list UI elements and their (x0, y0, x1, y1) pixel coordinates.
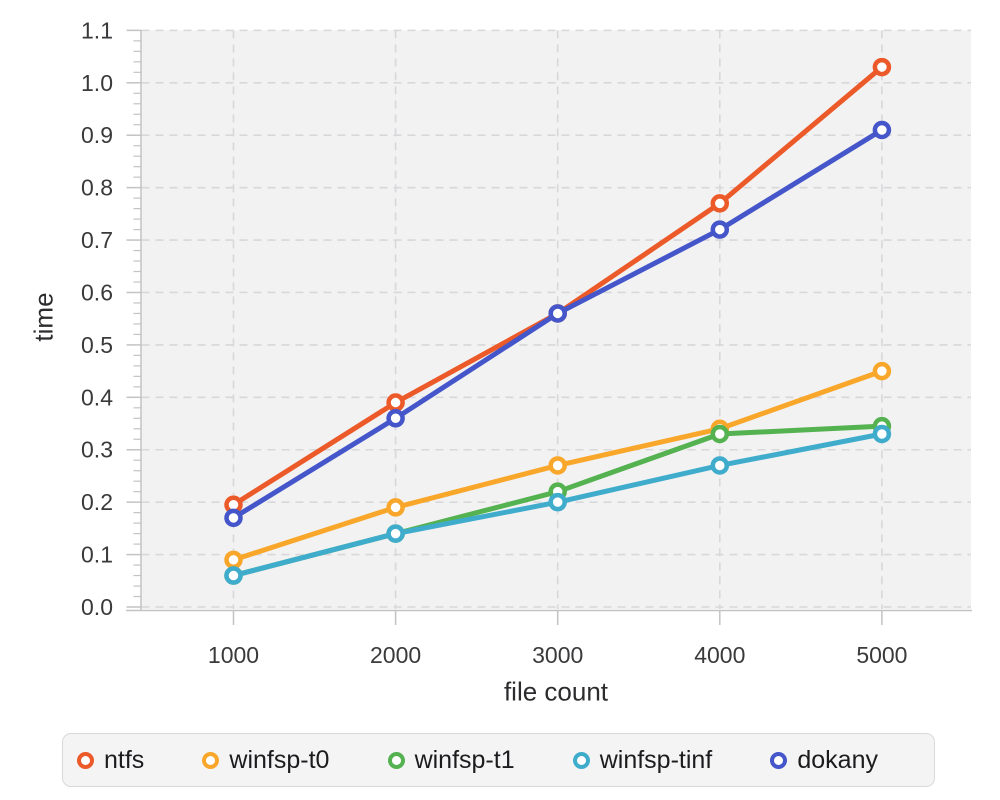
legend-marker-icon-winfsp-t0 (202, 751, 220, 769)
legend-marker-icon-winfsp-tinf (572, 751, 590, 769)
legend-marker-icon-winfsp-t1 (387, 751, 405, 769)
data-point-winfsp-t0-5000 (872, 361, 892, 381)
y-tick-label: 0.8 (81, 175, 113, 201)
data-point-winfsp-t0-2000 (386, 498, 405, 517)
x-tick-label: 2000 (370, 642, 421, 668)
legend-item-ntfs: ntfs (77, 745, 145, 774)
y-tick-label: 0.4 (81, 384, 113, 410)
line-chart-canvas: 0.0 0.1 0.2 0.3 0.4 0.5 0.6 0.7 0.8 0.9 1.0 1.1 1000… (81, 17, 972, 668)
x-tick-label: 5000 (856, 642, 907, 668)
data-point-dokany-1000 (224, 508, 243, 528)
chart-legend: ntfs winfsp-t0 winfsp-t1 winfsp-tinf dokany (62, 733, 935, 787)
y-tick-label: 0.0 (81, 594, 113, 620)
data-point-dokany-2000 (386, 409, 405, 428)
y-tick-label: 0.5 (81, 332, 113, 358)
data-point-winfsp-t0-1000 (224, 550, 243, 570)
legend-label-winfsp-tinf: winfsp-tinf (599, 745, 713, 774)
data-point-winfsp-tinf-2000 (386, 524, 405, 543)
legend-label-winfsp-t0: winfsp-t0 (229, 745, 330, 774)
legend-marker-icon-ntfs (77, 751, 94, 769)
y-axis-title: time (28, 292, 59, 342)
legend-item-winfsp-t0: winfsp-t0 (202, 745, 330, 774)
legend-item-winfsp-t1: winfsp-t1 (387, 745, 515, 774)
x-tick-label: 1000 (208, 642, 259, 668)
x-tick-label: 3000 (532, 642, 583, 668)
data-point-winfsp-t1-4000 (710, 424, 730, 444)
legend-marker-icon-dokany (770, 751, 788, 769)
y-tick-label: 0.1 (81, 542, 113, 568)
y-tick-label: 0.6 (81, 279, 113, 305)
legend-label-ntfs: ntfs (104, 745, 145, 774)
y-tick-label: 1.1 (81, 17, 113, 43)
y-tick-label: 0.9 (81, 122, 113, 148)
data-point-winfsp-tinf-1000 (224, 566, 243, 585)
data-point-ntfs-4000 (710, 194, 730, 213)
data-point-winfsp-tinf-4000 (710, 456, 730, 475)
data-point-dokany-5000 (872, 120, 892, 140)
data-point-dokany-3000 (548, 304, 567, 323)
data-point-winfsp-tinf-5000 (872, 424, 892, 444)
data-point-ntfs-5000 (872, 57, 892, 77)
y-tick-label: 0.2 (81, 489, 113, 515)
x-tick-label: 4000 (694, 642, 745, 668)
legend-item-winfsp-tinf: winfsp-tinf (572, 745, 713, 774)
x-axis-title: file count (503, 676, 609, 707)
legend-label-dokany: dokany (797, 745, 878, 774)
data-point-ntfs-2000 (386, 393, 405, 412)
y-tick-label: 0.3 (81, 437, 113, 463)
legend-item-dokany: dokany (770, 745, 878, 774)
y-tick-label: 1.0 (81, 70, 113, 96)
y-tick-label: 0.7 (81, 227, 113, 253)
data-point-dokany-4000 (710, 220, 730, 239)
data-point-winfsp-tinf-3000 (548, 492, 567, 512)
data-point-winfsp-t0-3000 (548, 456, 567, 475)
legend-label-winfsp-t1: winfsp-t1 (414, 745, 515, 774)
